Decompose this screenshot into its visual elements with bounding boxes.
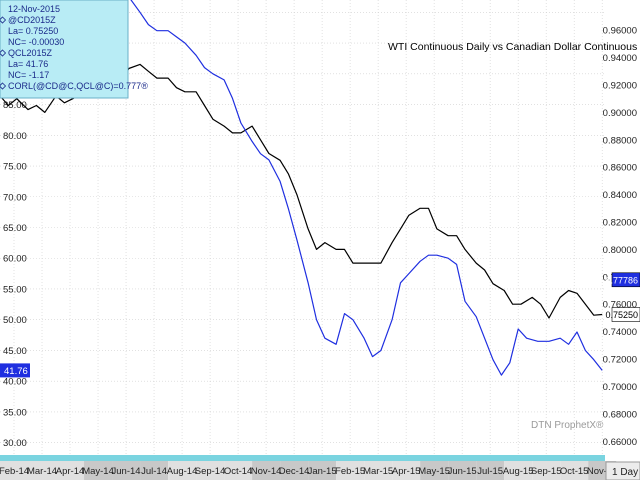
date-band xyxy=(364,461,393,480)
right-tick-label: 0.70000 xyxy=(603,382,637,393)
date-band xyxy=(84,461,113,480)
right-value-tag-label: 0.75250 xyxy=(605,310,638,320)
x-tick-label: May-14 xyxy=(82,466,114,477)
right-tick-label: 0.82000 xyxy=(603,218,637,229)
left-tick-label: 30.00 xyxy=(3,438,27,449)
x-tick-label: Aug-15 xyxy=(503,466,534,477)
date-band xyxy=(476,461,505,480)
x-tick-label: Nov-14 xyxy=(251,466,282,477)
x-tick-label: Jun-14 xyxy=(112,466,141,477)
date-band xyxy=(420,461,449,480)
left-tick-label: 35.00 xyxy=(3,407,27,418)
right-tick-label: 0.92000 xyxy=(603,80,637,91)
x-tick-label: Apr-15 xyxy=(392,466,421,477)
right-tick-label: 0.80000 xyxy=(603,245,637,256)
date-band xyxy=(196,461,225,480)
date-band xyxy=(56,461,85,480)
left-tick-label: 40.00 xyxy=(3,377,27,388)
date-band xyxy=(504,461,533,480)
left-tick-label: 55.00 xyxy=(3,284,27,295)
right-tick-label: 0.88000 xyxy=(603,135,637,146)
x-tick-label: Jan-15 xyxy=(308,466,337,477)
info-box-line: 12-Nov-2015 xyxy=(8,4,60,14)
right-axis-ticks: 0.66000 0.68000 0.70000 0.72000 0.74000 0.760… xyxy=(603,26,637,448)
info-box-line: La= 0.75250 xyxy=(8,26,58,36)
x-tick-label: Oct-14 xyxy=(224,466,253,477)
date-band xyxy=(308,461,337,480)
last-value-tags: 41.76 0.77786 0.75250 xyxy=(0,272,640,378)
right-value-tag xyxy=(611,272,640,288)
left-tick-label: 70.00 xyxy=(3,192,27,203)
info-box-line: @CD2015Z xyxy=(8,15,56,25)
x-tick-label: Oct-15 xyxy=(560,466,589,477)
right-tick-label: 0.66000 xyxy=(603,437,637,448)
info-box-line: NC= -1.17 xyxy=(8,70,49,80)
date-band xyxy=(140,461,169,480)
date-band xyxy=(28,461,57,480)
x-tick-label: Feb-14 xyxy=(0,466,29,477)
series-line-cd2015z xyxy=(0,63,603,319)
x-tick-label: Apr-14 xyxy=(56,466,85,477)
series-line-qcl2015z xyxy=(130,0,603,376)
date-band xyxy=(532,461,561,480)
right-value-tag-label: 0.77786 xyxy=(605,275,638,285)
chart-title: WTI Continuous Daily vs Canadian Dollar … xyxy=(388,41,640,53)
right-tick-label: 0.84000 xyxy=(603,190,637,201)
watermark: DTN ProphetX® xyxy=(531,420,604,431)
info-box-line: La= 41.76 xyxy=(8,59,48,69)
left-tick-label: 75.00 xyxy=(3,162,27,173)
x-tick-label: Jun-15 xyxy=(448,466,477,477)
date-band xyxy=(336,461,365,480)
x-tick-label: Sep-15 xyxy=(531,466,562,477)
x-tick-label: Mar-14 xyxy=(27,466,57,477)
date-band xyxy=(224,461,253,480)
date-band xyxy=(392,461,421,480)
left-tick-label: 60.00 xyxy=(3,254,27,265)
info-box-line: CORL(@CD@C,QCL@C)=0.777® xyxy=(8,81,148,91)
x-tick-label: Nov-15 xyxy=(587,466,618,477)
right-tick-label: 0.86000 xyxy=(603,163,637,174)
interval-button[interactable]: 1 Day xyxy=(605,461,640,480)
diamond-icon xyxy=(0,82,7,90)
right-tick-label: 0.76000 xyxy=(603,300,637,311)
diamond-icon xyxy=(0,16,7,24)
left-value-tag-label: 41.76 xyxy=(4,366,28,377)
info-box-line: NC= -0.00030 xyxy=(8,37,64,47)
x-tick-label: Aug-14 xyxy=(167,466,198,477)
interval-button-label: 1 Day xyxy=(612,467,638,478)
date-band xyxy=(280,461,309,480)
x-tick-label: May-15 xyxy=(418,466,450,477)
right-tick-label: 0.94000 xyxy=(603,53,637,64)
left-tick-label: 80.00 xyxy=(3,131,27,142)
x-tick-label: Sep-14 xyxy=(195,466,226,477)
left-tick-label: 45.00 xyxy=(3,346,27,357)
left-tick-label: 85.00 xyxy=(3,100,27,111)
left-tick-label: 50.00 xyxy=(3,315,27,326)
info-box-line: QCL2015Z xyxy=(8,48,53,58)
right-tick-label: 0.72000 xyxy=(603,355,637,366)
date-band xyxy=(252,461,281,480)
right-tick-label: 0.68000 xyxy=(603,409,637,420)
right-tick-label: 0.74000 xyxy=(603,327,637,338)
diamond-icon xyxy=(0,49,7,57)
date-band xyxy=(112,461,141,480)
date-band xyxy=(560,461,589,480)
x-tick-label: Dec-14 xyxy=(279,466,310,477)
x-tick-label: Feb-15 xyxy=(335,466,365,477)
date-band xyxy=(0,461,29,480)
right-tick-label: 0.96000 xyxy=(603,26,637,37)
x-tick-label: Mar-15 xyxy=(363,466,393,477)
left-tick-label: 65.00 xyxy=(3,223,27,234)
date-band xyxy=(168,461,197,480)
right-tick-label: 0.90000 xyxy=(603,108,637,119)
right-value-tag xyxy=(611,307,640,322)
x-tick-label: Jul-15 xyxy=(477,466,503,477)
date-band xyxy=(448,461,477,480)
left-value-tag xyxy=(0,363,30,378)
x-tick-label: Jul-14 xyxy=(141,466,167,477)
